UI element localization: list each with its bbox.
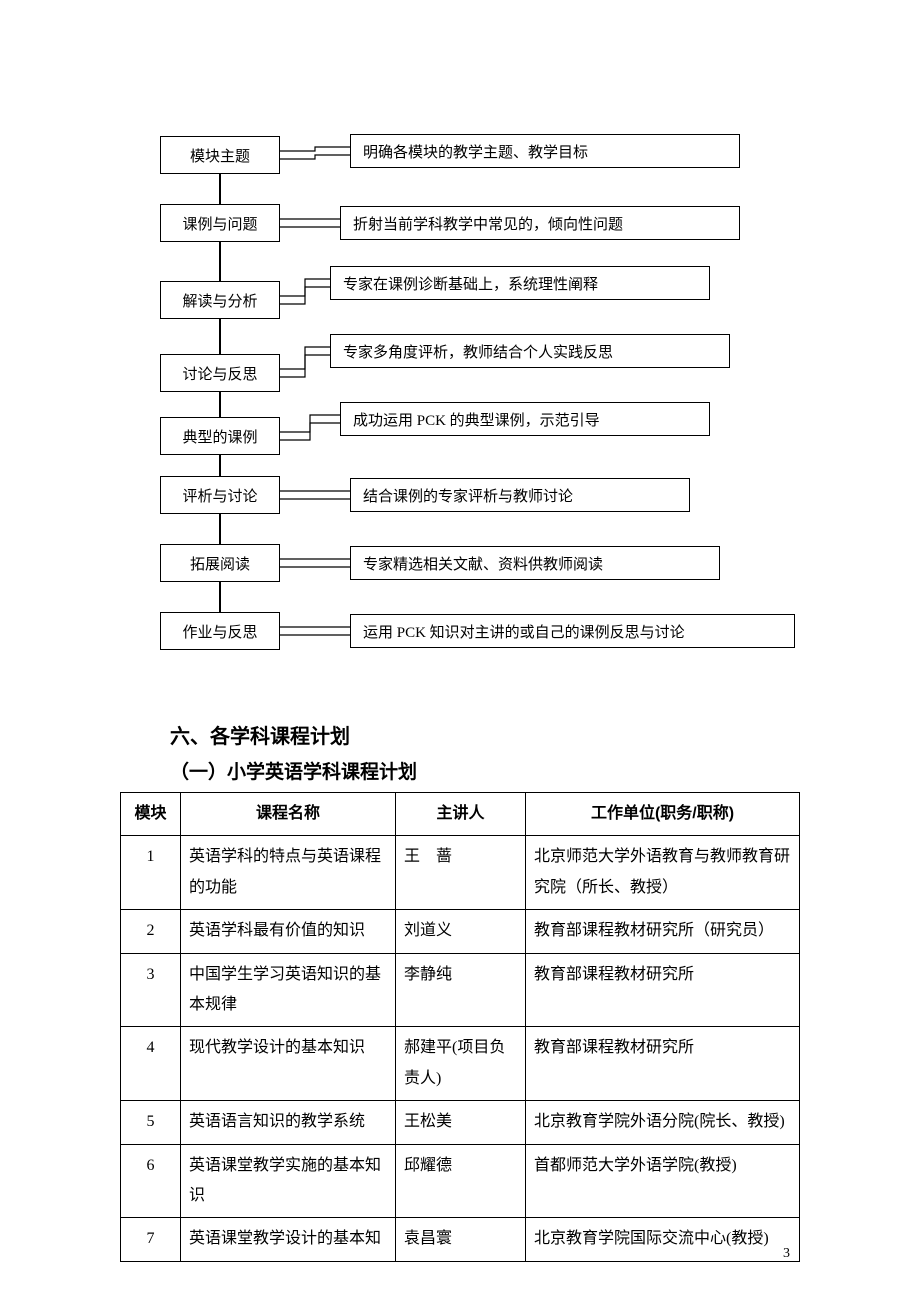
flow-left-label: 课例与问题 <box>160 204 280 242</box>
flow-row: 课例与问题 折射当前学科教学中常见的，倾向性问题 <box>160 198 800 266</box>
section-subheading: （一）小学英语学科课程计划 <box>170 757 800 784</box>
flow-left-label: 评析与讨论 <box>160 476 280 514</box>
table-cell: 北京教育学院国际交流中心(教授) <box>526 1218 800 1261</box>
table-cell: 中国学生学习英语知识的基本规律 <box>181 953 396 1027</box>
col-lecturer: 主讲人 <box>396 793 526 836</box>
flow-right-label: 结合课例的专家评析与教师讨论 <box>350 478 690 512</box>
flow-left-label: 讨论与反思 <box>160 354 280 392</box>
flow-row: 作业与反思 运用 PCK 知识对主讲的或自己的课例反思与讨论 <box>160 606 800 674</box>
flow-right-label: 明确各模块的教学主题、教学目标 <box>350 134 740 168</box>
flow-row: 模块主题 明确各模块的教学主题、教学目标 <box>160 130 800 198</box>
flow-connector-line <box>219 392 221 417</box>
table-cell: 教育部课程教材研究所 <box>526 953 800 1027</box>
table-row: 5英语语言知识的教学系统王松美北京教育学院外语分院(院长、教授) <box>121 1101 800 1144</box>
table-cell: 英语学科的特点与英语课程的功能 <box>181 836 396 910</box>
section-heading: 六、各学科课程计划 <box>170 720 800 749</box>
table-cell: 教育部课程教材研究所 <box>526 1027 800 1101</box>
flow-connector-line <box>219 174 221 204</box>
table-cell: 英语语言知识的教学系统 <box>181 1101 396 1144</box>
table-row: 2英语学科最有价值的知识刘道义教育部课程教材研究所（研究员） <box>121 910 800 953</box>
flow-right-label: 专家在课例诊断基础上，系统理性阐释 <box>330 266 710 300</box>
page-number: 3 <box>783 1246 790 1262</box>
table-cell: 郝建平(项目负责人) <box>396 1027 526 1101</box>
table-cell: 4 <box>121 1027 181 1101</box>
flow-row: 评析与讨论 结合课例的专家评析与教师讨论 <box>160 470 800 538</box>
flow-diagram: 模块主题 明确各模块的教学主题、教学目标课例与问题 折射当前学科教学中常见的，倾向性… <box>160 130 800 680</box>
table-cell: 李静纯 <box>396 953 526 1027</box>
flow-row: 拓展阅读 专家精选相关文献、资料供教师阅读 <box>160 538 800 606</box>
table-row: 3中国学生学习英语知识的基本规律李静纯教育部课程教材研究所 <box>121 953 800 1027</box>
table-cell: 2 <box>121 910 181 953</box>
flow-right-label: 运用 PCK 知识对主讲的或自己的课例反思与讨论 <box>350 614 795 648</box>
table-cell: 3 <box>121 953 181 1027</box>
table-cell: 现代教学设计的基本知识 <box>181 1027 396 1101</box>
flow-left-label: 模块主题 <box>160 136 280 174</box>
flow-right-label: 专家多角度评析，教师结合个人实践反思 <box>330 334 730 368</box>
table-cell: 王松美 <box>396 1101 526 1144</box>
flow-right-label: 折射当前学科教学中常见的，倾向性问题 <box>340 206 740 240</box>
table-cell: 首都师范大学外语学院(教授) <box>526 1144 800 1218</box>
table-cell: 教育部课程教材研究所（研究员） <box>526 910 800 953</box>
flow-connector-line <box>219 319 221 354</box>
table-cell: 邱耀德 <box>396 1144 526 1218</box>
table-cell: 英语课堂教学设计的基本知 <box>181 1218 396 1261</box>
table-cell: 6 <box>121 1144 181 1218</box>
flow-right-label: 专家精选相关文献、资料供教师阅读 <box>350 546 720 580</box>
table-cell: 1 <box>121 836 181 910</box>
flow-right-label: 成功运用 PCK 的典型课例，示范引导 <box>340 402 710 436</box>
table-cell: 英语课堂教学实施的基本知识 <box>181 1144 396 1218</box>
table-cell: 英语学科最有价值的知识 <box>181 910 396 953</box>
table-cell: 王 蔷 <box>396 836 526 910</box>
course-plan-table: 模块 课程名称 主讲人 工作单位(职务/职称) 1英语学科的特点与英语课程的功能… <box>120 792 800 1262</box>
col-unit: 工作单位(职务/职称) <box>526 793 800 836</box>
flow-connector-line <box>219 514 221 544</box>
flow-connector-line <box>219 242 221 281</box>
table-cell: 袁昌寰 <box>396 1218 526 1261</box>
flow-row: 解读与分析 专家在课例诊断基础上，系统理性阐释 <box>160 266 800 334</box>
table-cell: 7 <box>121 1218 181 1261</box>
flow-row: 讨论与反思 专家多角度评析，教师结合个人实践反思 <box>160 334 800 402</box>
table-cell: 北京教育学院外语分院(院长、教授) <box>526 1101 800 1144</box>
table-row: 1英语学科的特点与英语课程的功能王 蔷北京师范大学外语教育与教师教育研究院（所长… <box>121 836 800 910</box>
table-cell: 刘道义 <box>396 910 526 953</box>
flow-connector-line <box>219 582 221 612</box>
table-cell: 北京师范大学外语教育与教师教育研究院（所长、教授） <box>526 836 800 910</box>
flow-left-label: 拓展阅读 <box>160 544 280 582</box>
col-module: 模块 <box>121 793 181 836</box>
table-row: 6英语课堂教学实施的基本知识邱耀德首都师范大学外语学院(教授) <box>121 1144 800 1218</box>
flow-left-label: 作业与反思 <box>160 612 280 650</box>
flow-left-label: 典型的课例 <box>160 417 280 455</box>
flow-row: 典型的课例 成功运用 PCK 的典型课例，示范引导 <box>160 402 800 470</box>
flow-left-label: 解读与分析 <box>160 281 280 319</box>
flow-connector-line <box>219 455 221 476</box>
table-row: 7英语课堂教学设计的基本知袁昌寰北京教育学院国际交流中心(教授) <box>121 1218 800 1261</box>
table-row: 4现代教学设计的基本知识郝建平(项目负责人)教育部课程教材研究所 <box>121 1027 800 1101</box>
table-cell: 5 <box>121 1101 181 1144</box>
col-course-name: 课程名称 <box>181 793 396 836</box>
